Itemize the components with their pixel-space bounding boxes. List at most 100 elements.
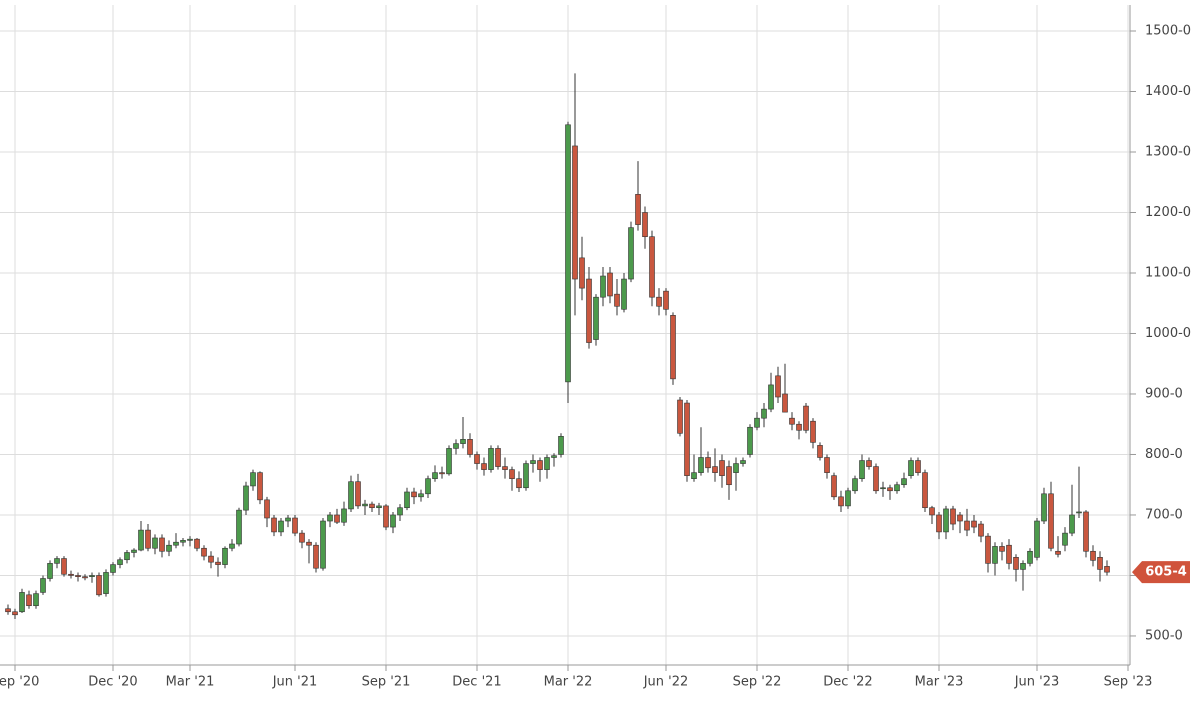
x-tick-label: Dec '21 bbox=[452, 675, 501, 690]
candle-body bbox=[964, 520, 970, 531]
candle-body bbox=[782, 393, 788, 413]
candle-body bbox=[691, 472, 697, 479]
y-tick-label: 1200-0 bbox=[1145, 205, 1191, 220]
candle-body bbox=[222, 547, 228, 565]
candle-body bbox=[936, 514, 942, 533]
candle-body bbox=[796, 423, 802, 431]
candle-body bbox=[950, 508, 956, 525]
candle-body bbox=[327, 514, 333, 522]
x-tick-label: Sep '23 bbox=[1104, 675, 1153, 690]
candle-body bbox=[754, 417, 760, 428]
candle-body bbox=[586, 278, 592, 343]
y-tick-label: 700-0 bbox=[1145, 507, 1183, 522]
candle-body bbox=[1027, 550, 1033, 564]
candle-body bbox=[985, 535, 991, 564]
candle-body bbox=[705, 457, 711, 469]
candle-body bbox=[579, 257, 585, 289]
candle-body bbox=[747, 426, 753, 455]
candle-body bbox=[922, 472, 928, 509]
candle-body bbox=[768, 384, 774, 410]
candle-body bbox=[992, 546, 998, 564]
candle-body bbox=[404, 491, 410, 509]
candle-body bbox=[635, 194, 641, 225]
x-tick-label: Mar '21 bbox=[166, 675, 215, 690]
candle-body bbox=[915, 460, 921, 473]
candle-body bbox=[719, 460, 725, 476]
x-tick-label: Mar '22 bbox=[544, 675, 593, 690]
x-tick-label: Dec '22 bbox=[823, 675, 872, 690]
candle-body bbox=[1034, 520, 1040, 558]
candle-body bbox=[103, 572, 109, 594]
candle-body bbox=[887, 487, 893, 492]
candle-body bbox=[369, 503, 375, 509]
candle-body bbox=[194, 538, 200, 549]
candle-body bbox=[740, 460, 746, 464]
candle-body bbox=[1048, 493, 1054, 549]
candle-body bbox=[271, 517, 277, 533]
candle-body bbox=[908, 460, 914, 476]
last-price-marker bbox=[1132, 561, 1190, 584]
candle-body bbox=[1013, 557, 1019, 570]
candle-body bbox=[348, 481, 354, 510]
candle-body bbox=[117, 559, 123, 565]
y-tick-label: 1400-0 bbox=[1145, 84, 1191, 99]
candle-body bbox=[68, 573, 74, 576]
candle-body bbox=[474, 454, 480, 464]
candle-body bbox=[838, 496, 844, 507]
candle-body bbox=[929, 507, 935, 516]
candle-body bbox=[957, 514, 963, 522]
candle-body bbox=[432, 472, 438, 479]
candle-body bbox=[334, 514, 340, 523]
candle-body bbox=[873, 466, 879, 492]
candle-body bbox=[978, 523, 984, 537]
candle-body bbox=[215, 561, 221, 565]
candle-body bbox=[439, 472, 445, 475]
last-price-label: 605-4 bbox=[1145, 565, 1187, 580]
y-tick-label: 1500-0 bbox=[1145, 24, 1191, 39]
candle-body bbox=[89, 575, 95, 577]
candle-body bbox=[33, 593, 39, 607]
candle-body bbox=[257, 472, 263, 501]
candle-body bbox=[502, 466, 508, 470]
candle-body bbox=[677, 399, 683, 434]
candle-body bbox=[817, 445, 823, 458]
candle-body bbox=[425, 478, 431, 495]
candle-body bbox=[453, 443, 459, 449]
x-tick-label: Sep '22 bbox=[733, 675, 782, 690]
candle-body bbox=[943, 508, 949, 533]
candle-body bbox=[418, 493, 424, 498]
candle-body bbox=[481, 463, 487, 470]
candle-body bbox=[1083, 511, 1089, 552]
candle-body bbox=[383, 505, 389, 528]
candle-body bbox=[75, 575, 81, 577]
x-tick-label: Jun '21 bbox=[272, 675, 318, 690]
candle-body bbox=[1055, 550, 1061, 555]
candle-body bbox=[558, 436, 564, 455]
candle-body bbox=[12, 611, 18, 616]
candle-body bbox=[26, 594, 32, 607]
candle-body bbox=[1104, 566, 1110, 573]
candle-body bbox=[313, 544, 319, 569]
candle-body bbox=[131, 549, 137, 553]
candle-body bbox=[537, 460, 543, 470]
candle-body bbox=[656, 296, 662, 307]
y-tick-label: 800-0 bbox=[1145, 447, 1183, 462]
candle-body bbox=[803, 405, 809, 431]
candle-body bbox=[201, 547, 207, 557]
candle-body bbox=[110, 564, 116, 573]
candle-body bbox=[243, 485, 249, 511]
candle-body bbox=[1041, 493, 1047, 522]
candle-body bbox=[698, 457, 704, 473]
candle-body bbox=[1006, 544, 1012, 564]
x-tick-label: Jun '22 bbox=[643, 675, 689, 690]
candle-body bbox=[488, 448, 494, 470]
candle-body bbox=[362, 503, 368, 507]
candle-body bbox=[208, 555, 214, 563]
candle-body bbox=[285, 517, 291, 522]
y-tick-label: 1100-0 bbox=[1145, 265, 1191, 280]
candle-body bbox=[173, 541, 179, 546]
candle-body bbox=[460, 439, 466, 444]
candle-body bbox=[649, 236, 655, 298]
candle-body bbox=[999, 546, 1005, 552]
